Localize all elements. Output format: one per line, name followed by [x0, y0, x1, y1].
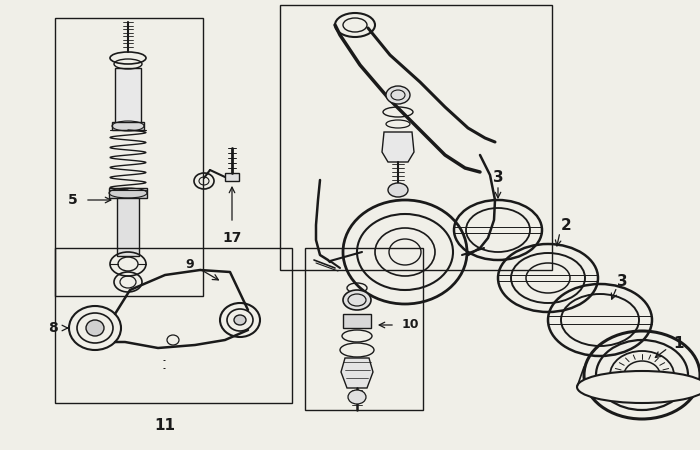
Polygon shape [382, 132, 414, 162]
Ellipse shape [343, 290, 371, 310]
Text: 8: 8 [48, 321, 58, 335]
Text: 9: 9 [186, 257, 194, 270]
Text: 3: 3 [617, 274, 627, 289]
Bar [280, 5, 552, 270]
Ellipse shape [386, 86, 410, 104]
Text: 3: 3 [493, 171, 503, 185]
Text: 10: 10 [402, 319, 419, 332]
Ellipse shape [348, 390, 366, 404]
Bar [109, 188, 147, 198]
Bar [343, 314, 371, 328]
Text: 1: 1 [673, 336, 683, 351]
Bar [112, 122, 144, 130]
Ellipse shape [577, 371, 700, 403]
Bar [225, 173, 239, 181]
Ellipse shape [388, 183, 408, 197]
Polygon shape [341, 358, 373, 388]
Text: 11: 11 [155, 418, 176, 432]
Bar [55, 248, 292, 403]
Bar [305, 248, 423, 410]
Bar [115, 68, 141, 123]
Text: 2: 2 [561, 219, 571, 234]
Ellipse shape [86, 320, 104, 336]
Ellipse shape [234, 315, 246, 325]
Text: 5: 5 [69, 193, 78, 207]
Bar [55, 18, 203, 296]
Text: 17: 17 [223, 231, 241, 245]
Bar [117, 198, 139, 256]
